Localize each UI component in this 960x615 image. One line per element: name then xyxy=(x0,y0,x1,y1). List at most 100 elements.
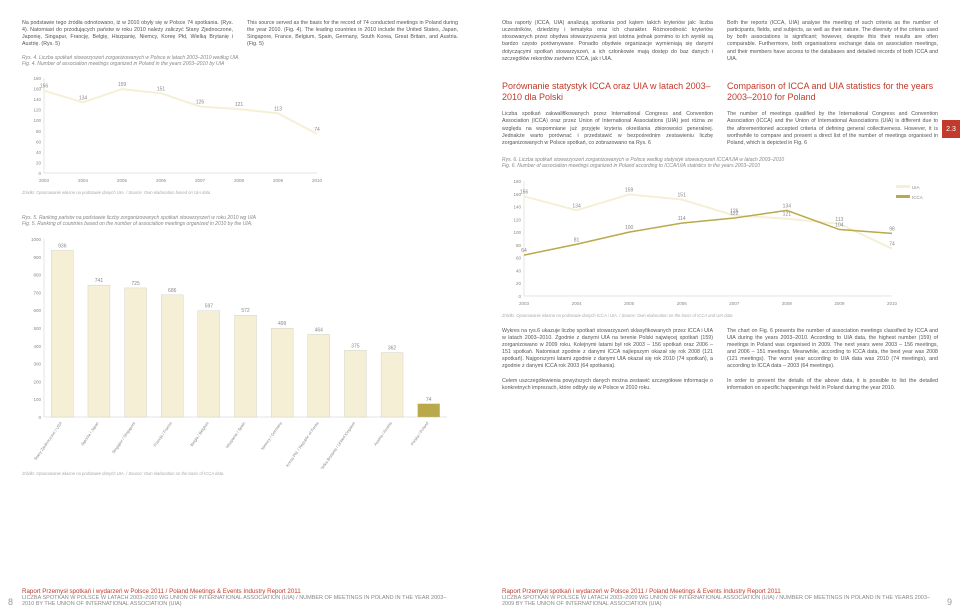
svg-text:362: 362 xyxy=(388,345,397,351)
svg-text:180: 180 xyxy=(33,76,41,81)
svg-text:20: 20 xyxy=(516,281,522,286)
svg-text:936: 936 xyxy=(58,243,67,249)
svg-text:151: 151 xyxy=(678,192,687,198)
fig6-chart: 0204060801001201401601801561341591511261… xyxy=(502,176,938,311)
svg-text:725: 725 xyxy=(131,281,140,287)
right-footer2: LICZBA SPOTKAŃ W POLSCE W LATACH 2003–20… xyxy=(502,595,938,607)
right-top-pl: Oba raporty (ICCA, UIA) analizują spotka… xyxy=(502,20,713,63)
fig6-caption-en: Fig. 6. Number of association meetings o… xyxy=(502,163,938,169)
svg-text:UIA: UIA xyxy=(912,185,920,190)
svg-text:2008: 2008 xyxy=(234,178,245,183)
svg-text:60: 60 xyxy=(516,255,522,260)
svg-text:Japonia / Japan: Japonia / Japan xyxy=(79,420,99,446)
svg-text:121: 121 xyxy=(235,102,244,108)
svg-text:120: 120 xyxy=(513,217,521,222)
svg-text:2007: 2007 xyxy=(729,301,740,306)
svg-text:74: 74 xyxy=(426,396,432,402)
left-pageno: 8 xyxy=(8,597,13,607)
left-footer1: Raport Przemysł spotkań i wydarzeń w Pol… xyxy=(22,588,458,595)
svg-text:0: 0 xyxy=(38,171,41,176)
right-mid-columns: Liczba spotkań zakwalifikowanych przez I… xyxy=(502,111,938,147)
svg-text:ICCA: ICCA xyxy=(912,195,923,200)
svg-text:2003: 2003 xyxy=(519,301,530,306)
svg-text:159: 159 xyxy=(625,187,634,193)
svg-text:Polska / Poland: Polska / Poland xyxy=(409,420,429,446)
heading-pl: Porównanie statystyk ICCA oraz UIA w lat… xyxy=(502,81,713,104)
svg-text:60: 60 xyxy=(36,139,42,144)
svg-text:2004: 2004 xyxy=(78,178,89,183)
svg-text:114: 114 xyxy=(678,216,686,222)
right-pageno: 9 xyxy=(947,597,952,607)
svg-text:499: 499 xyxy=(278,321,287,327)
fig4-caption-en: Fig. 4. Number of association meetings o… xyxy=(22,61,458,67)
svg-text:0: 0 xyxy=(518,294,521,299)
svg-text:2007: 2007 xyxy=(195,178,206,183)
svg-text:686: 686 xyxy=(168,287,177,293)
svg-text:Stany Zjednoczone / USA: Stany Zjednoczone / USA xyxy=(33,420,64,461)
svg-text:113: 113 xyxy=(274,106,282,112)
svg-text:100: 100 xyxy=(513,230,521,235)
svg-text:2004: 2004 xyxy=(572,301,583,306)
left-footer2: LICZBA SPOTKAŃ W POLSCE W LATACH 2003–20… xyxy=(22,595,458,607)
right-mid-en: The number of meetings qualified by the … xyxy=(727,111,938,147)
svg-text:2010: 2010 xyxy=(312,178,322,183)
svg-text:2009: 2009 xyxy=(273,178,284,183)
svg-text:134: 134 xyxy=(572,203,581,209)
svg-text:800: 800 xyxy=(33,272,41,277)
svg-text:100: 100 xyxy=(625,225,634,231)
svg-text:122: 122 xyxy=(730,211,739,217)
svg-text:180: 180 xyxy=(513,179,521,184)
right-bot-columns: Wykres na rys.6 ukazuje liczbę spotkań s… xyxy=(502,328,938,392)
svg-text:120: 120 xyxy=(33,108,41,113)
svg-text:2005: 2005 xyxy=(117,178,128,183)
svg-text:741: 741 xyxy=(95,278,104,284)
svg-text:104: 104 xyxy=(835,222,844,228)
left-footer: Raport Przemysł spotkań i wydarzeń w Pol… xyxy=(22,588,458,607)
svg-text:20: 20 xyxy=(36,161,42,166)
svg-text:121: 121 xyxy=(783,211,792,217)
svg-text:600: 600 xyxy=(33,308,41,313)
fig4-chart: 0204060801001201401601801562003134200415… xyxy=(22,73,458,188)
right-heading-row: Porównanie statystyk ICCA oraz UIA w lat… xyxy=(502,81,938,112)
svg-text:375: 375 xyxy=(351,343,360,349)
page-right: 2.3 Oba raporty (ICCA, UIA) analizują sp… xyxy=(480,0,960,615)
svg-text:Belgia / Belgium: Belgia / Belgium xyxy=(189,420,210,447)
svg-text:2006: 2006 xyxy=(677,301,688,306)
right-top-en: Both the reports (ICCA, UIA) analyse the… xyxy=(727,20,938,63)
svg-text:2006: 2006 xyxy=(156,178,167,183)
svg-text:Niemcy / Germany: Niemcy / Germany xyxy=(260,420,283,450)
svg-text:900: 900 xyxy=(33,254,41,259)
svg-text:597: 597 xyxy=(205,303,214,309)
right-footer: Raport Przemysł spotkań i wydarzeń w Pol… xyxy=(502,588,938,607)
svg-text:0: 0 xyxy=(38,415,41,420)
fig5-caption-en: Fig. 5. Ranking of countries based on th… xyxy=(22,221,458,227)
right-mid-pl: Liczba spotkań zakwalifikowanych przez I… xyxy=(502,111,713,147)
right-bot-pl: Wykres na rys.6 ukazuje liczbę spotkań s… xyxy=(502,328,713,392)
svg-text:140: 140 xyxy=(33,97,41,102)
svg-text:2005: 2005 xyxy=(624,301,635,306)
svg-text:Wielka Brytania / United Kingd: Wielka Brytania / United Kingdom xyxy=(318,420,357,469)
svg-text:134: 134 xyxy=(79,95,88,101)
svg-text:300: 300 xyxy=(33,361,41,366)
svg-text:100: 100 xyxy=(33,118,41,123)
right-footer1: Raport Przemysł spotkań i wydarzeń w Pol… xyxy=(502,588,938,595)
svg-text:159: 159 xyxy=(118,82,127,88)
left-top-pl: Na podstawie tego źródła odnotowano, iż … xyxy=(22,20,233,49)
left-top-en: This source served as the basis for the … xyxy=(247,20,458,49)
svg-text:Singapur / Singapore: Singapur / Singapore xyxy=(111,420,137,454)
svg-text:Austria / Austria: Austria / Austria xyxy=(373,420,394,446)
svg-text:464: 464 xyxy=(315,327,324,333)
svg-text:Hiszpania / Spain: Hiszpania / Spain xyxy=(224,420,246,448)
section-number-badge: 2.3 xyxy=(942,120,960,138)
svg-text:74: 74 xyxy=(889,241,895,247)
svg-text:Korea Płd. / Republic of Korea: Korea Płd. / Republic of Korea xyxy=(285,420,320,468)
svg-text:156: 156 xyxy=(40,84,49,90)
svg-text:2003: 2003 xyxy=(39,178,50,183)
svg-text:134: 134 xyxy=(783,203,792,209)
left-top-columns: Na podstawie tego źródła odnotowano, iż … xyxy=(22,20,458,49)
svg-text:Francja / France: Francja / France xyxy=(152,420,173,447)
svg-text:2010: 2010 xyxy=(887,301,898,306)
svg-text:200: 200 xyxy=(33,379,41,384)
svg-text:151: 151 xyxy=(157,86,166,92)
page-left: Na podstawie tego źródła odnotowano, iż … xyxy=(0,0,480,615)
